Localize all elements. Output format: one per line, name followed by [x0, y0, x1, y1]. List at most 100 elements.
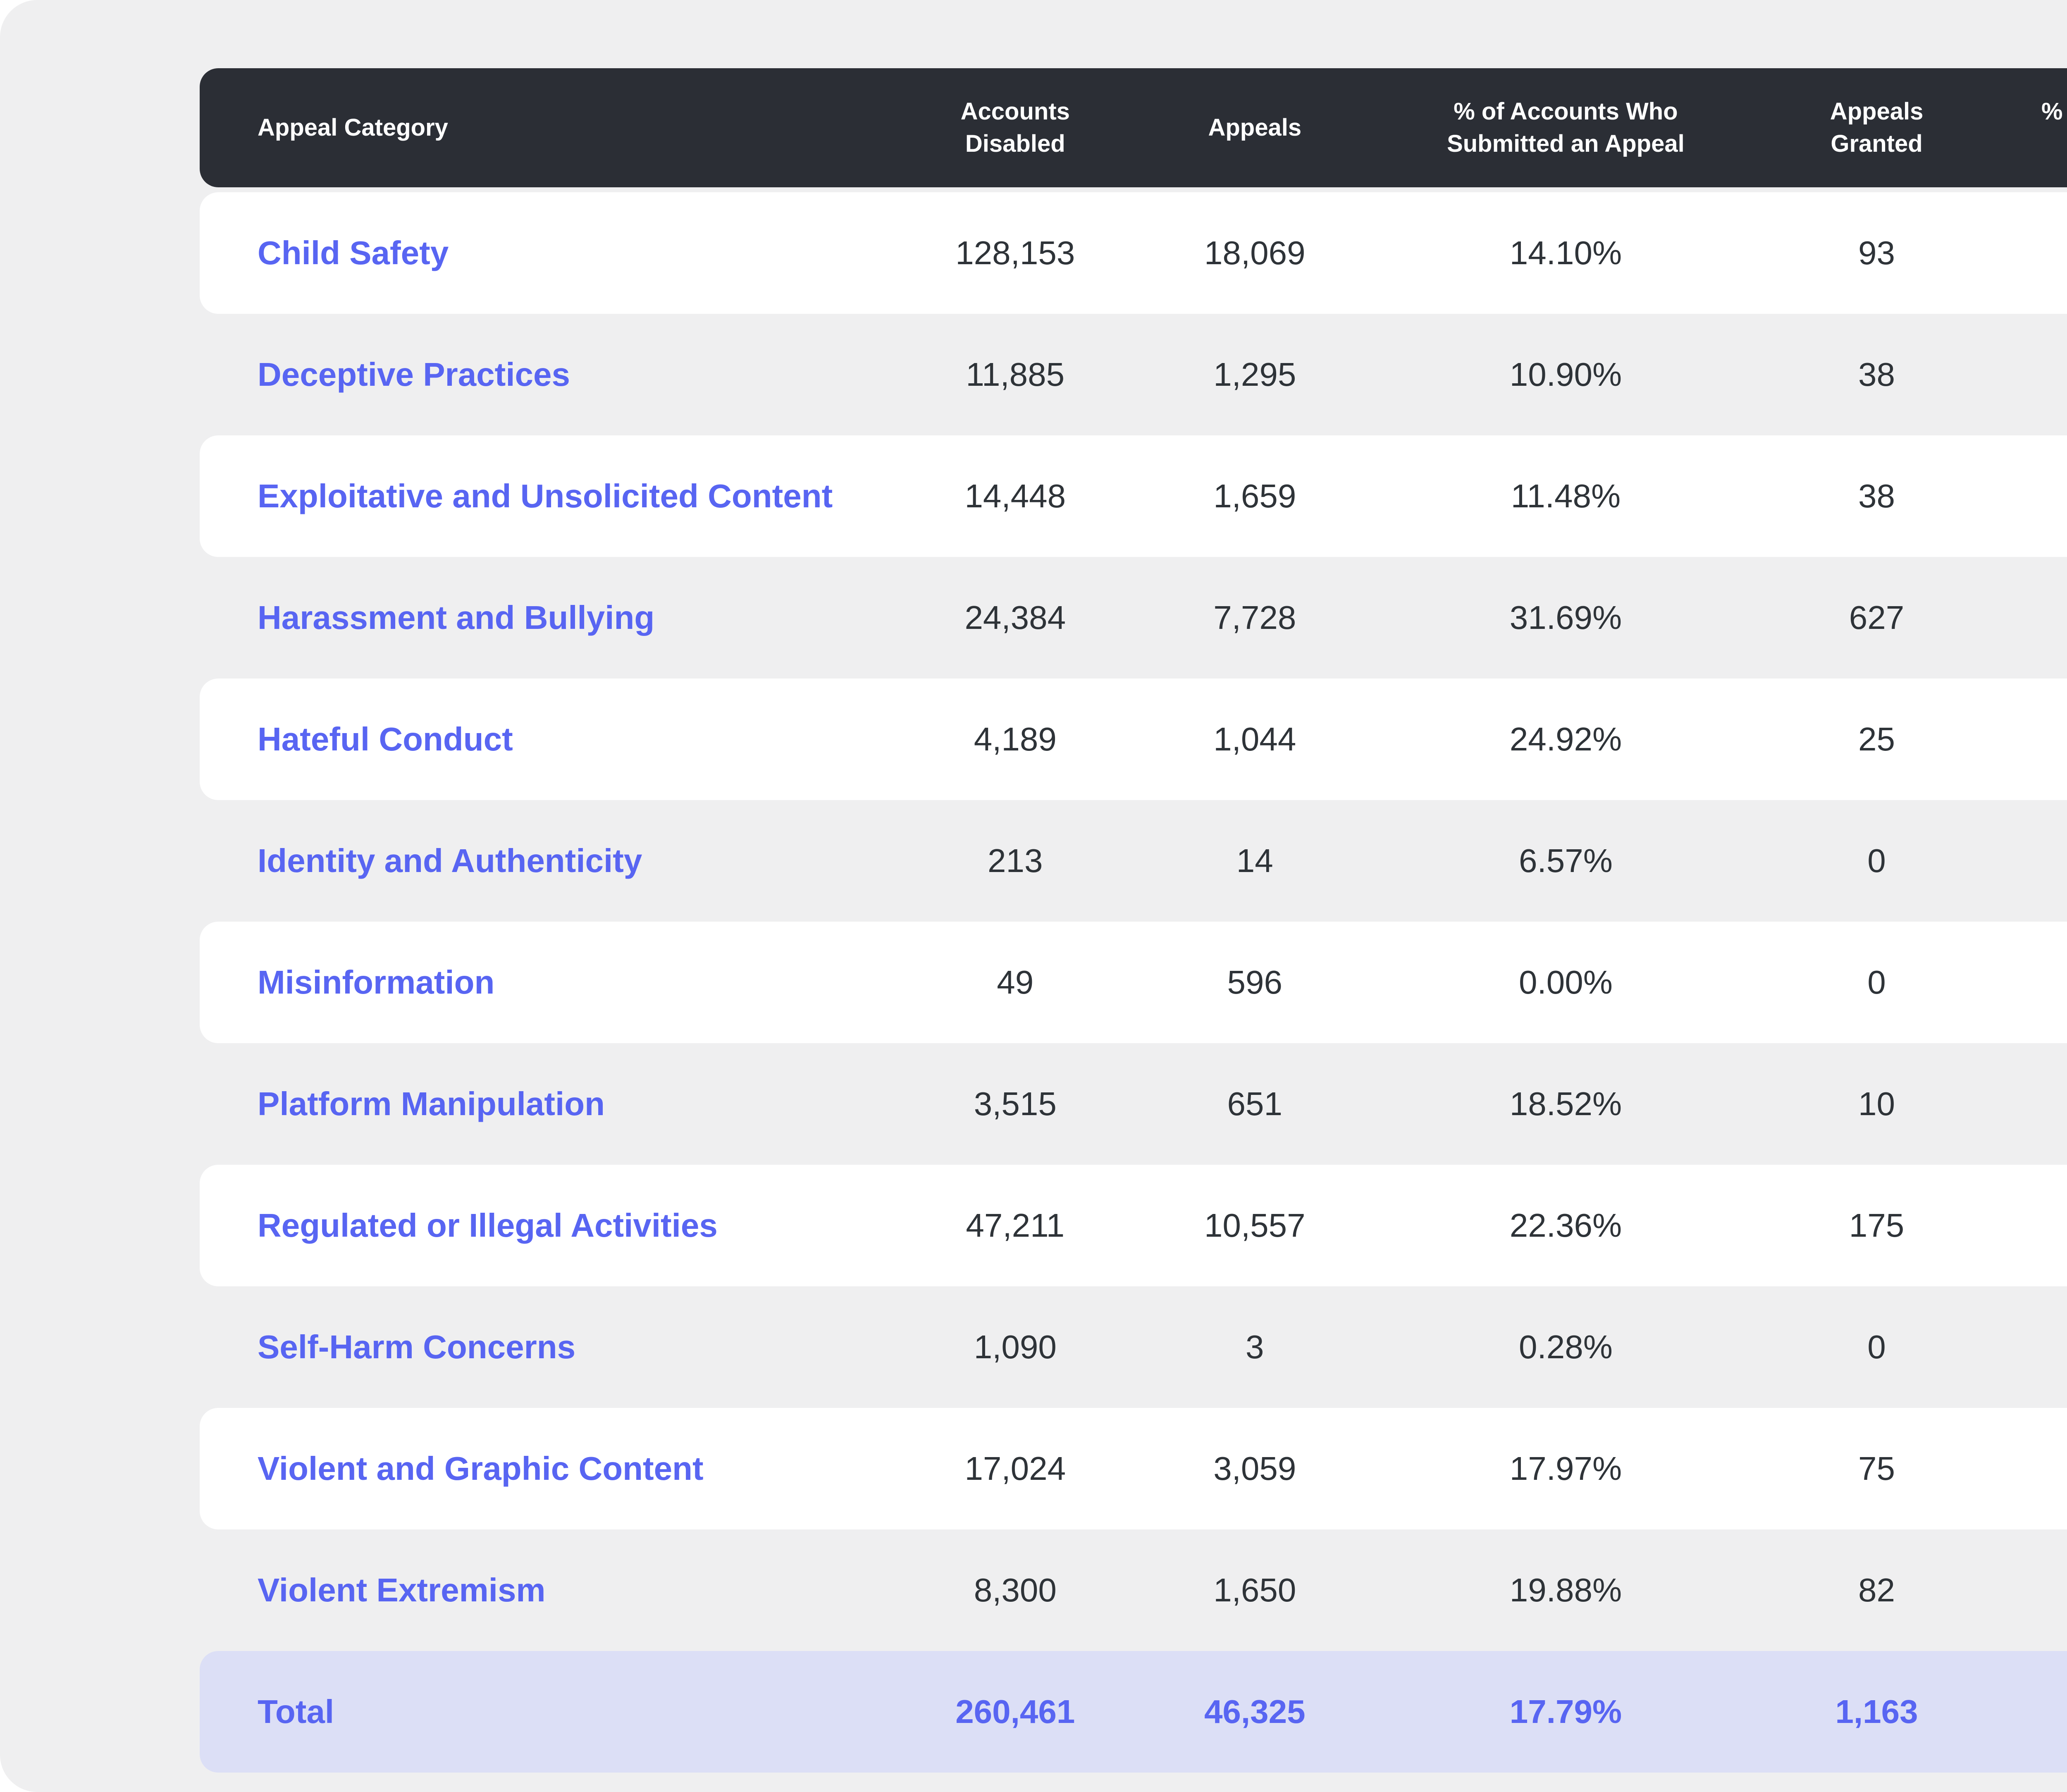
category-link[interactable]: Violent and Graphic Content [258, 1450, 704, 1487]
appeals-table: Appeal Category Accounts Disabled Appeal… [200, 68, 2067, 1773]
accounts-disabled-value: 24,384 [964, 599, 1066, 636]
category-cell: Child Safety [200, 234, 893, 272]
category-cell: Identity and Authenticity [200, 842, 893, 880]
table-header-row: Appeal Category Accounts Disabled Appeal… [200, 68, 2067, 187]
table-row: Violent Extremism 8,300 1,650 19.88% 82 … [200, 1529, 2067, 1651]
accounts-disabled-value: 3,515 [974, 1085, 1057, 1122]
total-pct-accounts-appealed-value: 17.79% [1509, 1693, 1622, 1730]
column-header-appeal-category: Appeal Category [200, 112, 893, 144]
appeals-granted-value: 38 [1858, 356, 1895, 393]
appeals-value: 1,044 [1213, 721, 1296, 757]
category-cell: Violent Extremism [200, 1571, 893, 1609]
column-header-accounts-disabled: Accounts Disabled [893, 96, 1138, 160]
column-header-label: Appeal Category [258, 114, 448, 141]
total-appeals-value: 46,325 [1204, 1693, 1306, 1730]
category-cell: Deceptive Practices [200, 356, 893, 394]
pct-accounts-appealed-value: 19.88% [1509, 1572, 1622, 1608]
table-row: Violent and Graphic Content 17,024 3,059… [200, 1408, 2067, 1529]
category-cell: Regulated or Illegal Activities [200, 1207, 893, 1245]
category-cell: Self-Harm Concerns [200, 1328, 893, 1366]
column-header-label: Appeals [1208, 114, 1302, 141]
pct-appeals-granted-value: 2.45% [1994, 1450, 2067, 1488]
category-cell: Misinformation [200, 963, 893, 1001]
pct-appeals-granted-value: 0.00% [1994, 842, 2067, 880]
appeals-value: 1,295 [1213, 356, 1296, 393]
pct-accounts-appealed-value: 10.90% [1509, 356, 1622, 393]
column-header-pct-appeals-granted: % of Appeals Granted [1994, 96, 2067, 160]
category-link[interactable]: Identity and Authenticity [258, 842, 642, 879]
appeals-value: 1,650 [1213, 1572, 1296, 1608]
accounts-disabled-value: 14,448 [964, 478, 1066, 514]
pct-accounts-appealed-value: 0.28% [1518, 1328, 1613, 1365]
category-cell: Exploitative and Unsolicited Content [200, 477, 893, 515]
total-row: Total 260,461 46,325 17.79% 1,163 2.51% [200, 1651, 2067, 1773]
category-link[interactable]: Platform Manipulation [258, 1085, 605, 1122]
category-link[interactable]: Exploitative and Unsolicited Content [258, 478, 833, 514]
column-header-label: Accounts Disabled [960, 98, 1070, 157]
pct-appeals-granted-value: 0.00% [1994, 963, 2067, 1001]
pct-accounts-appealed-value: 31.69% [1509, 599, 1622, 636]
appeals-granted-value: 93 [1858, 234, 1895, 271]
category-cell: Hateful Conduct [200, 720, 893, 758]
accounts-disabled-value: 17,024 [964, 1450, 1066, 1487]
category-cell: Platform Manipulation [200, 1085, 893, 1123]
column-header-label: Appeals Granted [1830, 98, 1924, 157]
pct-appeals-granted-value: 4.97% [1994, 1571, 2067, 1609]
appeals-granted-value: 10 [1858, 1085, 1895, 1122]
category-link[interactable]: Regulated or Illegal Activities [258, 1207, 718, 1244]
pct-appeals-granted-value: 2.93% [1994, 356, 2067, 394]
category-link[interactable]: Deceptive Practices [258, 356, 570, 393]
appeals-granted-value: 0 [1867, 964, 1886, 1001]
appeals-value: 10,557 [1204, 1207, 1306, 1244]
pct-accounts-appealed-value: 0.00% [1518, 964, 1613, 1001]
category-cell: Harassment and Bullying [200, 599, 893, 637]
appeals-granted-value: 25 [1858, 721, 1895, 757]
column-header-appeals: Appeals [1138, 112, 1372, 144]
column-header-label: % of Accounts Who Submitted an Appeal [1447, 98, 1685, 157]
appeals-granted-value: 175 [1849, 1207, 1905, 1244]
category-link[interactable]: Harassment and Bullying [258, 599, 655, 636]
category-link[interactable]: Self-Harm Concerns [258, 1328, 576, 1365]
pct-accounts-appealed-value: 11.48% [1511, 478, 1621, 514]
pct-accounts-appealed-value: 24.92% [1509, 721, 1622, 757]
pct-appeals-granted-value: 2.39% [1994, 720, 2067, 758]
appeals-granted-value: 75 [1858, 1450, 1895, 1487]
table-row: Misinformation 49 596 0.00% 0 0.00% [200, 922, 2067, 1043]
appeals-value: 596 [1227, 964, 1283, 1001]
pct-appeals-granted-value: 1.54% [1994, 1085, 2067, 1123]
total-label: Total [258, 1693, 334, 1730]
accounts-disabled-value: 49 [997, 964, 1034, 1001]
accounts-disabled-value: 213 [988, 842, 1043, 879]
category-link[interactable]: Violent Extremism [258, 1572, 546, 1608]
accounts-disabled-value: 47,211 [966, 1207, 1065, 1244]
pct-appeals-granted-value: 1.66% [1994, 1207, 2067, 1245]
category-link[interactable]: Hateful Conduct [258, 721, 513, 757]
appeals-value: 14 [1236, 842, 1273, 879]
appeals-value: 3 [1246, 1328, 1264, 1365]
appeals-value: 7,728 [1213, 599, 1296, 636]
column-header-label: % of Appeals Granted [2041, 98, 2063, 125]
appeals-value: 1,659 [1213, 478, 1296, 514]
appeals-granted-value: 0 [1867, 842, 1886, 879]
category-link[interactable]: Child Safety [258, 234, 449, 271]
category-link[interactable]: Misinformation [258, 964, 495, 1001]
appeals-granted-value: 82 [1858, 1572, 1895, 1608]
appeals-granted-value: 38 [1858, 478, 1895, 514]
accounts-disabled-value: 8,300 [974, 1572, 1057, 1608]
pct-accounts-appealed-value: 6.57% [1518, 842, 1613, 879]
pct-accounts-appealed-value: 18.52% [1509, 1085, 1622, 1122]
table-row: Deceptive Practices 11,885 1,295 10.90% … [200, 314, 2067, 435]
pct-appeals-granted-value: 0.51% [1994, 234, 2067, 272]
table-row: Regulated or Illegal Activities 47,211 1… [200, 1165, 2067, 1286]
appeals-granted-value: 627 [1849, 599, 1905, 636]
table-row: Child Safety 128,153 18,069 14.10% 93 0.… [200, 192, 2067, 314]
category-cell: Violent and Graphic Content [200, 1450, 893, 1488]
appeals-value: 18,069 [1204, 234, 1306, 271]
table-row: Self-Harm Concerns 1,090 3 0.28% 0 0.00% [200, 1286, 2067, 1408]
accounts-disabled-value: 1,090 [974, 1328, 1057, 1365]
table-row: Hateful Conduct 4,189 1,044 24.92% 25 2.… [200, 679, 2067, 800]
table-body: Child Safety 128,153 18,069 14.10% 93 0.… [200, 192, 2067, 1651]
pct-accounts-appealed-value: 17.97% [1509, 1450, 1622, 1487]
table-row: Exploitative and Unsolicited Content 14,… [200, 435, 2067, 557]
